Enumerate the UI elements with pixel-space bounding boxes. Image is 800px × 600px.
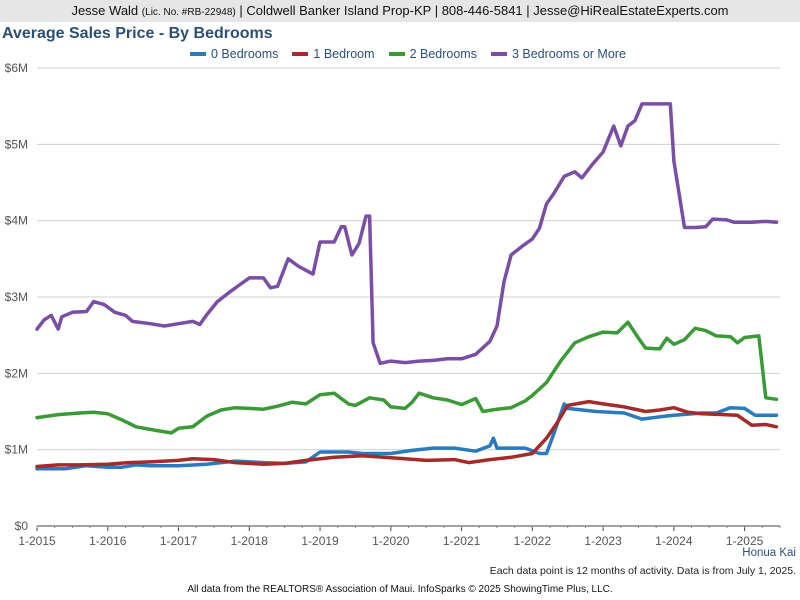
y-tick-label: $2M <box>5 366 28 380</box>
legend-swatch <box>292 52 309 56</box>
legend-swatch <box>388 52 405 56</box>
x-tick-label: 1-2024 <box>655 534 693 548</box>
y-tick-label: $1M <box>5 443 28 457</box>
series-line-3-bedrooms-or-more <box>35 102 779 366</box>
legend-item-2-bedrooms[interactable]: 2 Bedrooms <box>388 46 477 62</box>
x-tick-label: 1-2025 <box>726 534 764 548</box>
data-credits: All data from the REALTORS® Association … <box>187 584 613 595</box>
legend-item-0-bedrooms[interactable]: 0 Bedrooms <box>190 46 278 62</box>
agent-contact-details: | Coldwell Banker Island Prop-KP | 808-4… <box>239 3 729 18</box>
y-tick-label: $4M <box>5 214 28 228</box>
legend-label: 2 Bedrooms <box>409 47 477 61</box>
x-tick-label: 1-2021 <box>443 534 481 548</box>
legend-label: 0 Bedrooms <box>211 47 279 61</box>
agent-header: Jesse Wald (Lic. No. #RB-22948) | Coldwe… <box>0 0 800 22</box>
legend-label: 1 Bedroom <box>313 47 375 61</box>
agent-name: Jesse Wald <box>71 3 139 18</box>
legend-swatch <box>490 52 507 56</box>
legend-item-1-bedroom[interactable]: 1 Bedroom <box>292 46 375 62</box>
x-tick-label: 1-2017 <box>160 534 198 548</box>
legend-item-3-bedrooms-or-more[interactable]: 3 Bedrooms or More <box>490 46 626 62</box>
footnote: Each data point is 12 months of activity… <box>489 565 796 577</box>
legend-swatch <box>190 52 206 56</box>
y-tick-label: $3M <box>5 290 28 304</box>
y-tick-label: $0 <box>15 519 29 533</box>
x-tick-label: 1-2016 <box>89 534 127 548</box>
x-tick-label: 1-2018 <box>231 534 269 548</box>
x-tick-label: 1-2015 <box>18 534 56 548</box>
license-number: (Lic. No. #RB-22948) <box>141 7 236 18</box>
chart-legend: 0 Bedrooms 1 Bedroom 2 Bedrooms 3 Bedrooms … <box>190 46 626 62</box>
x-tick-label: 1-2022 <box>514 534 552 548</box>
series-line-0-bedrooms <box>35 402 779 471</box>
y-tick-label: $6M <box>5 61 28 75</box>
x-tick-label: 1-2019 <box>301 534 339 548</box>
chart-title: Average Sales Price - By Bedrooms <box>2 25 273 42</box>
legend-label: 3 Bedrooms or More <box>511 47 626 61</box>
y-tick-label: $5M <box>5 137 28 151</box>
x-tick-label: 1-2020 <box>372 534 410 548</box>
series-line-2-bedrooms <box>35 320 779 435</box>
x-tick-label: 1-2023 <box>584 534 622 548</box>
area-label[interactable]: Honua Kai <box>742 547 796 559</box>
series-line-1-bedroom <box>35 399 779 469</box>
